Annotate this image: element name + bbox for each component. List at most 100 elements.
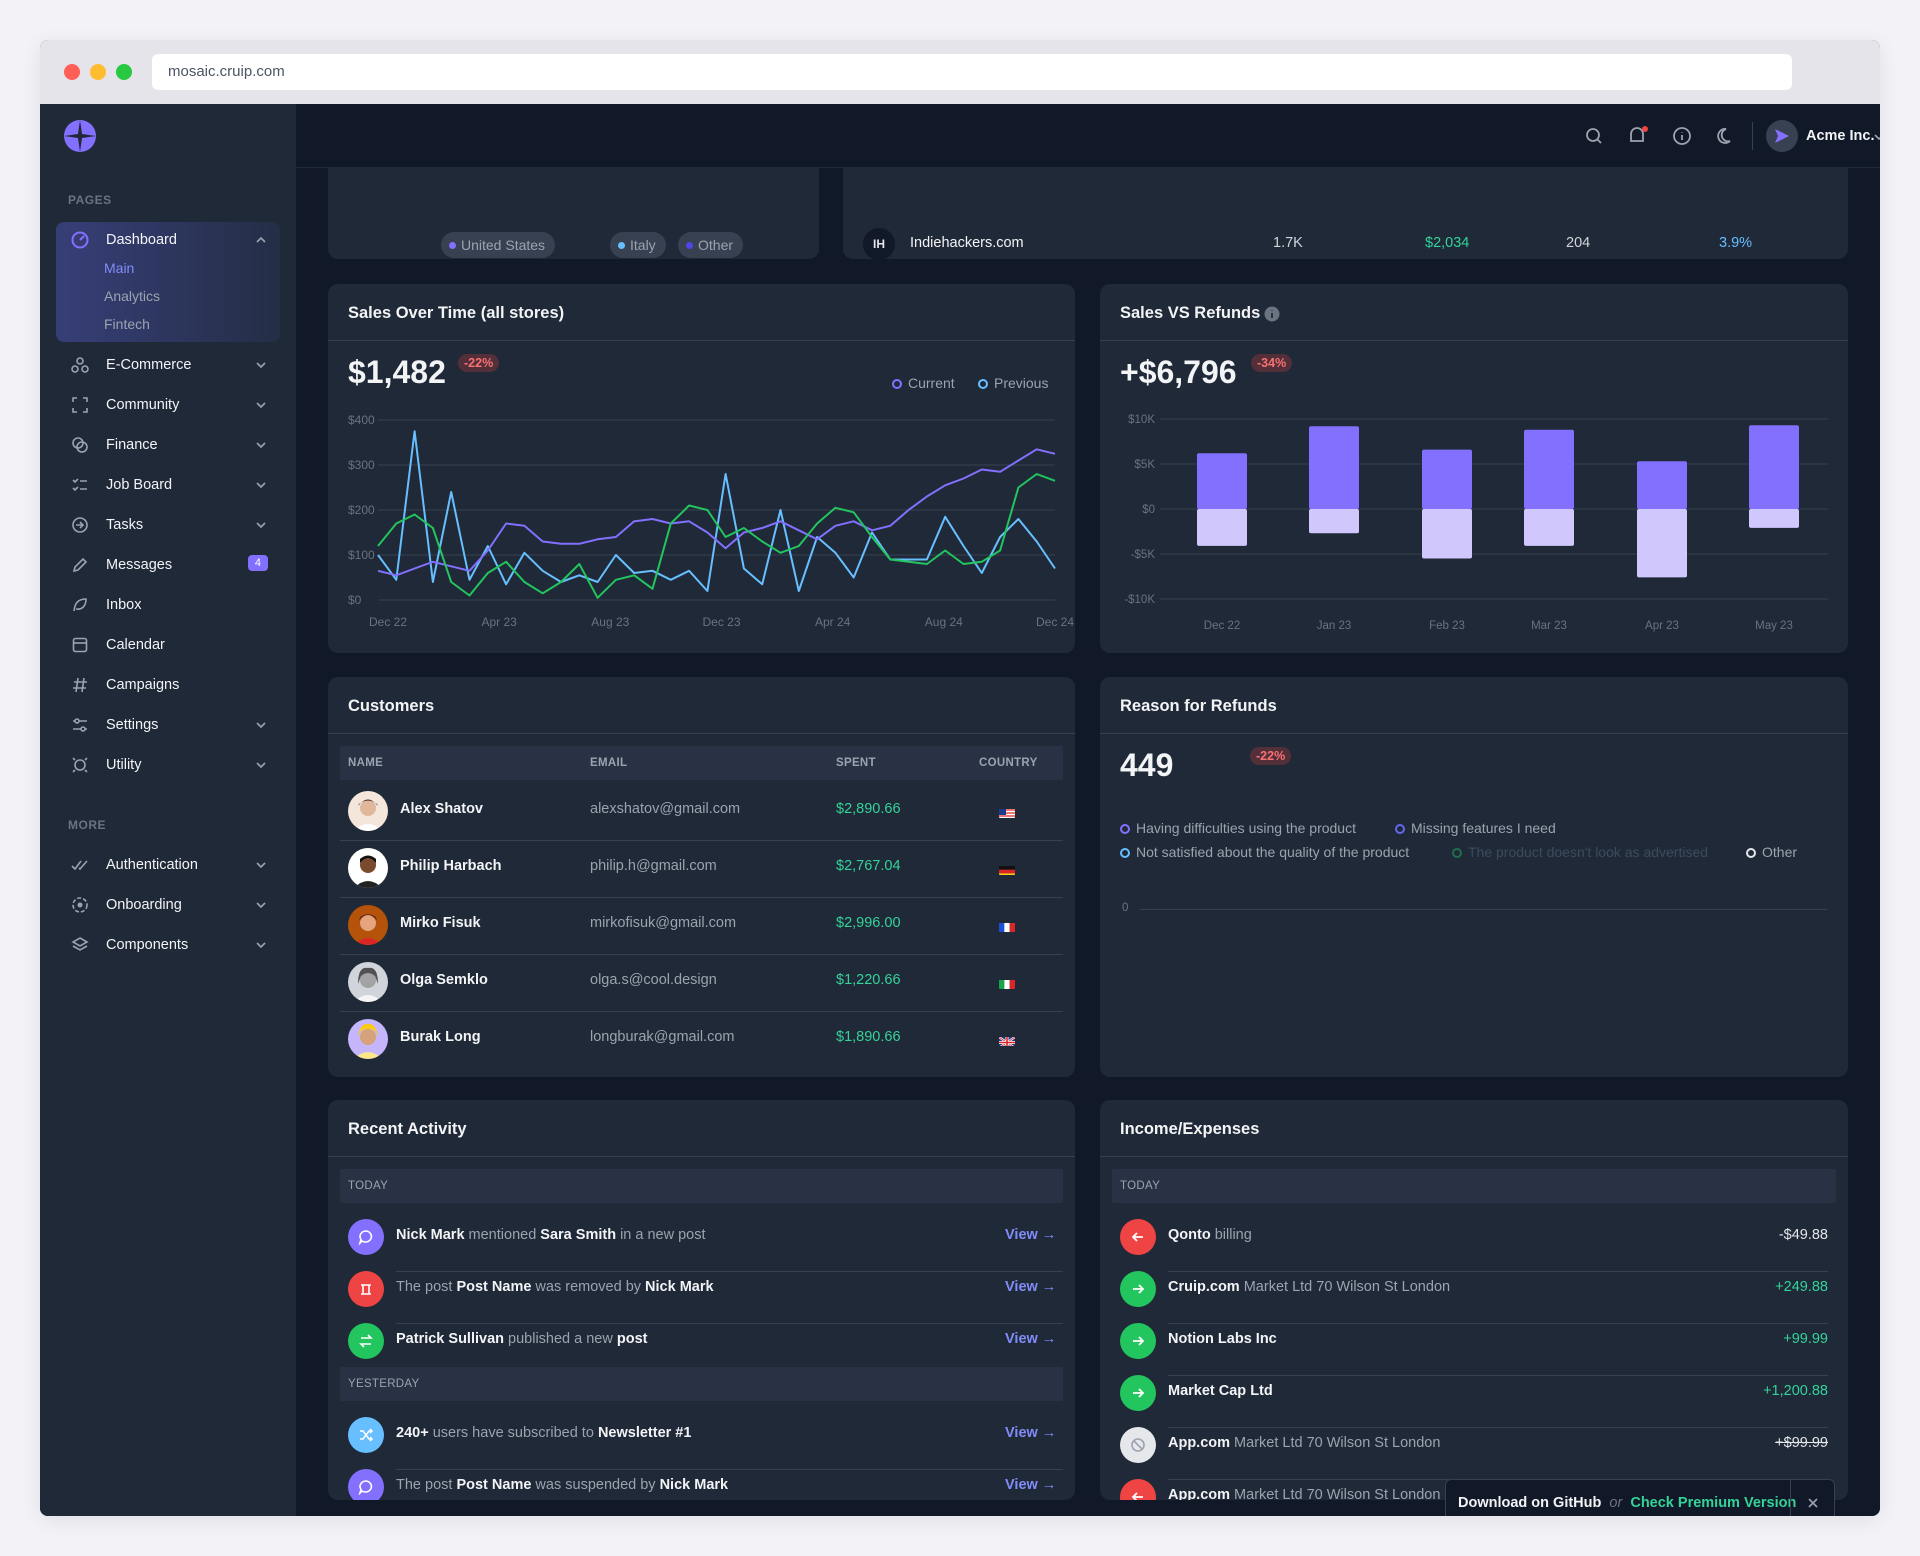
account-menu-label[interactable]: Acme Inc.: [1806, 128, 1875, 144]
transaction-desc: Market Ltd 70 Wilson St London: [1230, 1435, 1441, 1451]
legend-pill-other[interactable]: Other: [678, 232, 744, 258]
close-window-button[interactable]: [64, 64, 80, 80]
legend-pill-italy[interactable]: Italy: [610, 232, 666, 258]
legend-missing-features[interactable]: Missing features I need: [1395, 820, 1556, 836]
sidebar-item-utility[interactable]: Utility: [56, 745, 280, 785]
sidebar-item-label: Authentication: [106, 857, 198, 873]
sidebar-subitem-fintech[interactable]: Fintech: [104, 316, 150, 332]
activity-target[interactable]: Post Name: [456, 1279, 532, 1295]
activity-actor[interactable]: Nick Mark: [659, 1477, 729, 1493]
view-link[interactable]: View →: [1005, 1279, 1057, 1295]
view-link[interactable]: View →: [1005, 1425, 1057, 1441]
x-tick-label: Apr 23: [481, 615, 517, 629]
github-link[interactable]: Download on GitHub: [1458, 1495, 1602, 1511]
legend-not-as-advertised[interactable]: The product doesn't look as advertised: [1452, 844, 1708, 860]
sales-line-chart[interactable]: $400 $300 $200 $100 $0 Dec 22 Apr 23 Aug 23 Dec …: [328, 404, 1075, 653]
customer-spent: $2,767.04: [836, 858, 901, 874]
calendar-icon: [70, 635, 90, 655]
sidebar-item-messages[interactable]: Messages 4: [56, 545, 280, 585]
sidebar-item-ecommerce[interactable]: E-Commerce: [56, 345, 280, 385]
sales-bar[interactable]: [1637, 461, 1687, 509]
view-link[interactable]: View →: [1005, 1227, 1057, 1243]
sidebar-item-inbox[interactable]: Inbox: [56, 585, 280, 625]
refunds-bar[interactable]: [1749, 509, 1799, 528]
sidebar-item-onboarding[interactable]: Onboarding: [56, 885, 280, 925]
info-icon[interactable]: [1670, 124, 1694, 148]
legend-dot: [1452, 848, 1462, 858]
legend-quality[interactable]: Not satisfied about the quality of the p…: [1120, 844, 1409, 860]
recent-activity-card: Recent Activity TODAY Nick Mark mentione…: [328, 1100, 1075, 1500]
transaction-text: Cruip.com Market Ltd 70 Wilson St London: [1168, 1279, 1450, 1295]
info-icon[interactable]: [1264, 306, 1280, 322]
notifications-icon[interactable]: [1626, 124, 1650, 148]
chevron-down-icon[interactable]: [1873, 131, 1880, 143]
activity-target[interactable]: Post Name: [456, 1477, 532, 1493]
dark-mode-toggle-icon[interactable]: [1714, 124, 1738, 148]
sidebar-item-tasks[interactable]: Tasks: [56, 505, 280, 545]
sales-bar[interactable]: [1422, 449, 1472, 509]
italy-flag-icon: [999, 978, 1015, 989]
activity-actor[interactable]: Patrick Sullivan: [396, 1331, 504, 1347]
account-avatar[interactable]: [1766, 120, 1798, 152]
sales-bar[interactable]: [1749, 425, 1799, 509]
column-header-spent[interactable]: SPENT: [836, 757, 876, 769]
legend-current[interactable]: Current: [892, 375, 955, 391]
activity-text: The post Post Name was suspended by Nick…: [396, 1477, 728, 1493]
search-icon[interactable]: [1582, 124, 1606, 148]
sales-vs-refunds-bar-chart[interactable]: $10K $5K $0 -$5K -$10K Dec 22 Jan 23 Feb 23 Mar …: [1100, 404, 1848, 653]
series-line-0[interactable]: [377, 430, 1056, 592]
sidebar-item-authentication[interactable]: Authentication: [56, 845, 280, 885]
activity-actor[interactable]: Nick Mark: [645, 1279, 714, 1295]
sidebar-item-campaigns[interactable]: Campaigns: [56, 665, 280, 705]
toast-close-button[interactable]: [1790, 1480, 1834, 1516]
refunds-bar[interactable]: [1309, 509, 1359, 534]
pill-label: Other: [698, 237, 734, 253]
series-line-1[interactable]: [377, 448, 1056, 577]
activity-target[interactable]: Sara Smith: [540, 1227, 617, 1243]
legend-previous[interactable]: Previous: [978, 375, 1048, 391]
view-link[interactable]: View →: [1005, 1331, 1057, 1347]
column-header-name[interactable]: NAME: [348, 757, 384, 769]
sidebar-item-community[interactable]: Community: [56, 385, 280, 425]
premium-link[interactable]: Check Premium Version: [1630, 1495, 1797, 1511]
sales-bar[interactable]: [1309, 426, 1359, 509]
series-line-2[interactable]: [377, 473, 1056, 599]
sidebar-subitem-main[interactable]: Main: [104, 260, 135, 276]
income-expenses-card: Income/Expenses TODAY Qonto billing -$49…: [1100, 1100, 1848, 1500]
sidebar-subitem-analytics[interactable]: Analytics: [104, 288, 161, 304]
sidebar: PAGES Dashboard Main Analytics Fintech E…: [40, 104, 296, 1516]
refunds-bar[interactable]: [1197, 509, 1247, 546]
avatar: [348, 905, 388, 945]
sales-bar[interactable]: [1197, 453, 1247, 509]
legend-pill-united-states[interactable]: United States: [441, 232, 556, 258]
sales-bar[interactable]: [1524, 429, 1574, 509]
legend-dot: [1120, 848, 1130, 858]
customer-name: Mirko Fisuk: [400, 915, 481, 931]
activity-actor[interactable]: Nick Mark: [396, 1227, 465, 1243]
address-bar[interactable]: mosaic.cruip.com: [152, 54, 1792, 90]
legend-difficulties[interactable]: Having difficulties using the product: [1120, 820, 1356, 836]
sidebar-item-dashboard[interactable]: Dashboard: [56, 220, 280, 260]
activity-target[interactable]: post: [616, 1331, 648, 1347]
sidebar-item-calendar[interactable]: Calendar: [56, 625, 280, 665]
activity-target[interactable]: Newsletter #1: [597, 1425, 692, 1441]
view-link[interactable]: View →: [1005, 1477, 1057, 1493]
sidebar-item-finance[interactable]: Finance: [56, 425, 280, 465]
legend-other[interactable]: Other: [1746, 844, 1797, 860]
minimize-window-button[interactable]: [90, 64, 106, 80]
column-header-country[interactable]: COUNTRY: [979, 757, 1038, 769]
today-group-header: TODAY: [340, 1169, 1063, 1203]
sidebar-item-components[interactable]: Components: [56, 925, 280, 965]
sidebar-item-settings[interactable]: Settings: [56, 705, 280, 745]
transaction-amount: +$99.99: [1775, 1435, 1828, 1451]
refunds-bar[interactable]: [1637, 509, 1687, 578]
card-title: Recent Activity: [348, 1120, 467, 1138]
column-header-email[interactable]: EMAIL: [590, 757, 628, 769]
chevron-down-icon: [256, 762, 266, 769]
refunds-bar[interactable]: [1524, 509, 1574, 546]
refunds-bar[interactable]: [1422, 509, 1472, 559]
legend-dot: [978, 379, 988, 389]
maximize-window-button[interactable]: [116, 64, 132, 80]
mosaic-logo-icon[interactable]: [64, 120, 96, 152]
sidebar-item-job-board[interactable]: Job Board: [56, 465, 280, 505]
